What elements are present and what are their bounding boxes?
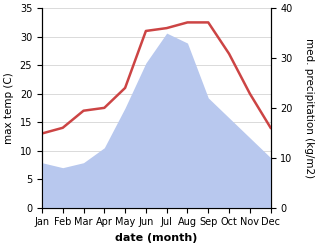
Y-axis label: max temp (C): max temp (C): [4, 72, 14, 144]
Y-axis label: med. precipitation (kg/m2): med. precipitation (kg/m2): [304, 38, 314, 178]
X-axis label: date (month): date (month): [115, 233, 197, 243]
